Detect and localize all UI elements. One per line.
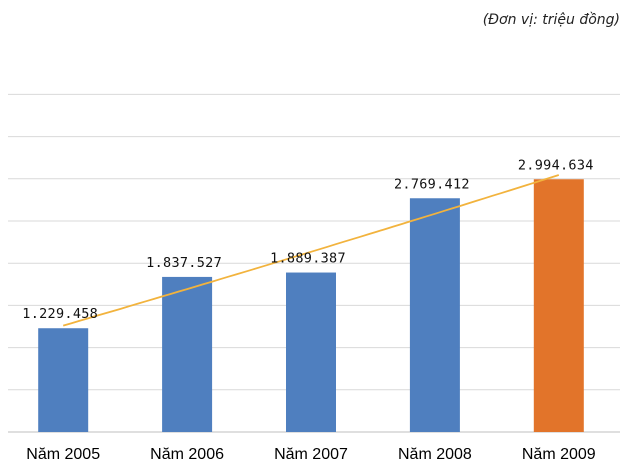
bar-5 (533, 179, 584, 432)
bar-2 (162, 276, 213, 432)
bar-1 (38, 328, 89, 432)
trendline-group (62, 174, 560, 327)
data-label-1: 1.229.458 (22, 306, 98, 322)
data-labels: 1.229.458 1.837.527 1.889.387 2.769.412 2.99… (22, 157, 593, 322)
data-label-3: 1.889.387 (270, 251, 346, 267)
bars (38, 179, 584, 432)
x-tick-label-4: Năm 2008 (398, 446, 472, 463)
data-label-4: 2.769.412 (394, 176, 470, 192)
x-axis-ticks: Năm 2005 Năm 2006 Năm 2007 Năm 2008 Năm 2009 (26, 446, 596, 463)
bar-4 (409, 198, 460, 432)
data-label-5: 2.994.634 (518, 157, 594, 173)
x-tick-label-5: Năm 2009 (522, 446, 596, 463)
x-tick-label-1: Năm 2005 (26, 446, 100, 463)
trendline (62, 174, 560, 327)
x-tick-label-2: Năm 2006 (150, 446, 224, 463)
data-label-2: 1.837.527 (146, 255, 222, 271)
bar-3 (286, 272, 336, 432)
unit-note: (Đơn vị: triệu đồng) (482, 12, 620, 28)
x-tick-label-3: Năm 2007 (274, 446, 348, 463)
